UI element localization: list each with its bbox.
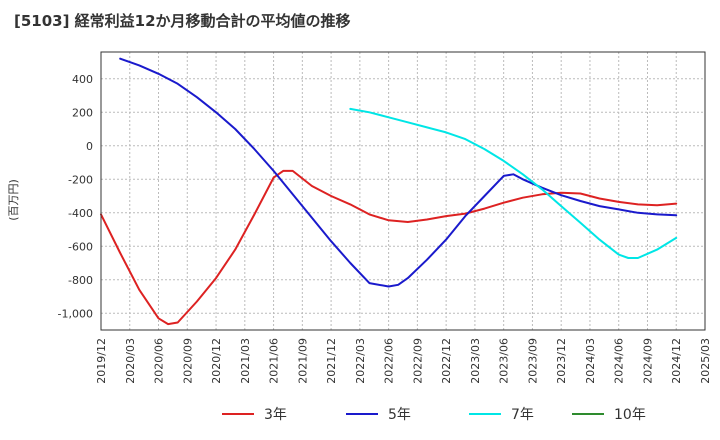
y-tick-label: 0 xyxy=(86,140,93,153)
legend-label-0: 3年 xyxy=(264,407,287,423)
x-tick-label: 2022/06 xyxy=(383,338,396,384)
x-tick-label: 2021/03 xyxy=(239,338,252,384)
y-tick-label: -1,000 xyxy=(58,307,93,320)
legend: 3年 5年 7年 10年 xyxy=(222,407,646,423)
y-tick-label: -400 xyxy=(68,207,93,220)
x-tick-label: 2023/12 xyxy=(555,338,568,384)
y-tick-label: 200 xyxy=(72,106,93,119)
series-line-1 xyxy=(119,57,678,288)
x-tick-label: 2021/06 xyxy=(268,338,281,384)
y-axis-label: (百万円) xyxy=(7,179,20,221)
series-lines xyxy=(100,57,678,326)
series-line-2 xyxy=(349,107,678,259)
legend-label-3: 10年 xyxy=(614,407,646,423)
x-tick-label: 2023/06 xyxy=(498,338,511,384)
grid-lines xyxy=(100,52,706,330)
plot-frame xyxy=(100,51,706,331)
x-tick-label: 2020/12 xyxy=(210,338,223,384)
x-tick-labels: 2019/12 2020/03 2020/06 2020/09 2020/12 2021/… xyxy=(95,338,712,384)
x-tick-label: 2020/06 xyxy=(153,338,166,384)
y-tick-label: 400 xyxy=(72,73,93,86)
x-tick-label: 2025/03 xyxy=(699,338,712,384)
x-tick-label: 2024/12 xyxy=(670,338,683,384)
x-tick-label: 2021/09 xyxy=(296,338,309,384)
x-tick-label: 2020/03 xyxy=(124,338,137,384)
x-tick-label: 2023/03 xyxy=(469,338,482,384)
x-tick-label: 2023/09 xyxy=(526,338,539,384)
x-tick-label: 2024/09 xyxy=(641,338,654,384)
x-tick-label: 2024/03 xyxy=(584,338,597,384)
x-tick-label: 2021/12 xyxy=(325,338,338,384)
x-tick-label: 2022/03 xyxy=(354,338,367,384)
x-tick-label: 2024/06 xyxy=(613,338,626,384)
x-tick-label: 2022/09 xyxy=(411,338,424,384)
y-tick-labels: 400 200 0 -200 -400 -600 -800 -1,000 xyxy=(58,73,93,320)
chart-title: [5103] 経常利益12か月移動合計の平均値の推移 xyxy=(14,12,351,30)
y-tick-label: -200 xyxy=(68,173,93,186)
x-tick-label: 2019/12 xyxy=(95,338,108,384)
legend-label-1: 5年 xyxy=(388,407,411,423)
series-line-0 xyxy=(100,169,678,326)
legend-label-2: 7年 xyxy=(511,407,534,423)
y-tick-label: -800 xyxy=(68,274,93,287)
x-tick-label: 2022/12 xyxy=(440,338,453,384)
y-tick-label: -600 xyxy=(68,240,93,253)
x-tick-label: 2020/09 xyxy=(181,338,194,384)
